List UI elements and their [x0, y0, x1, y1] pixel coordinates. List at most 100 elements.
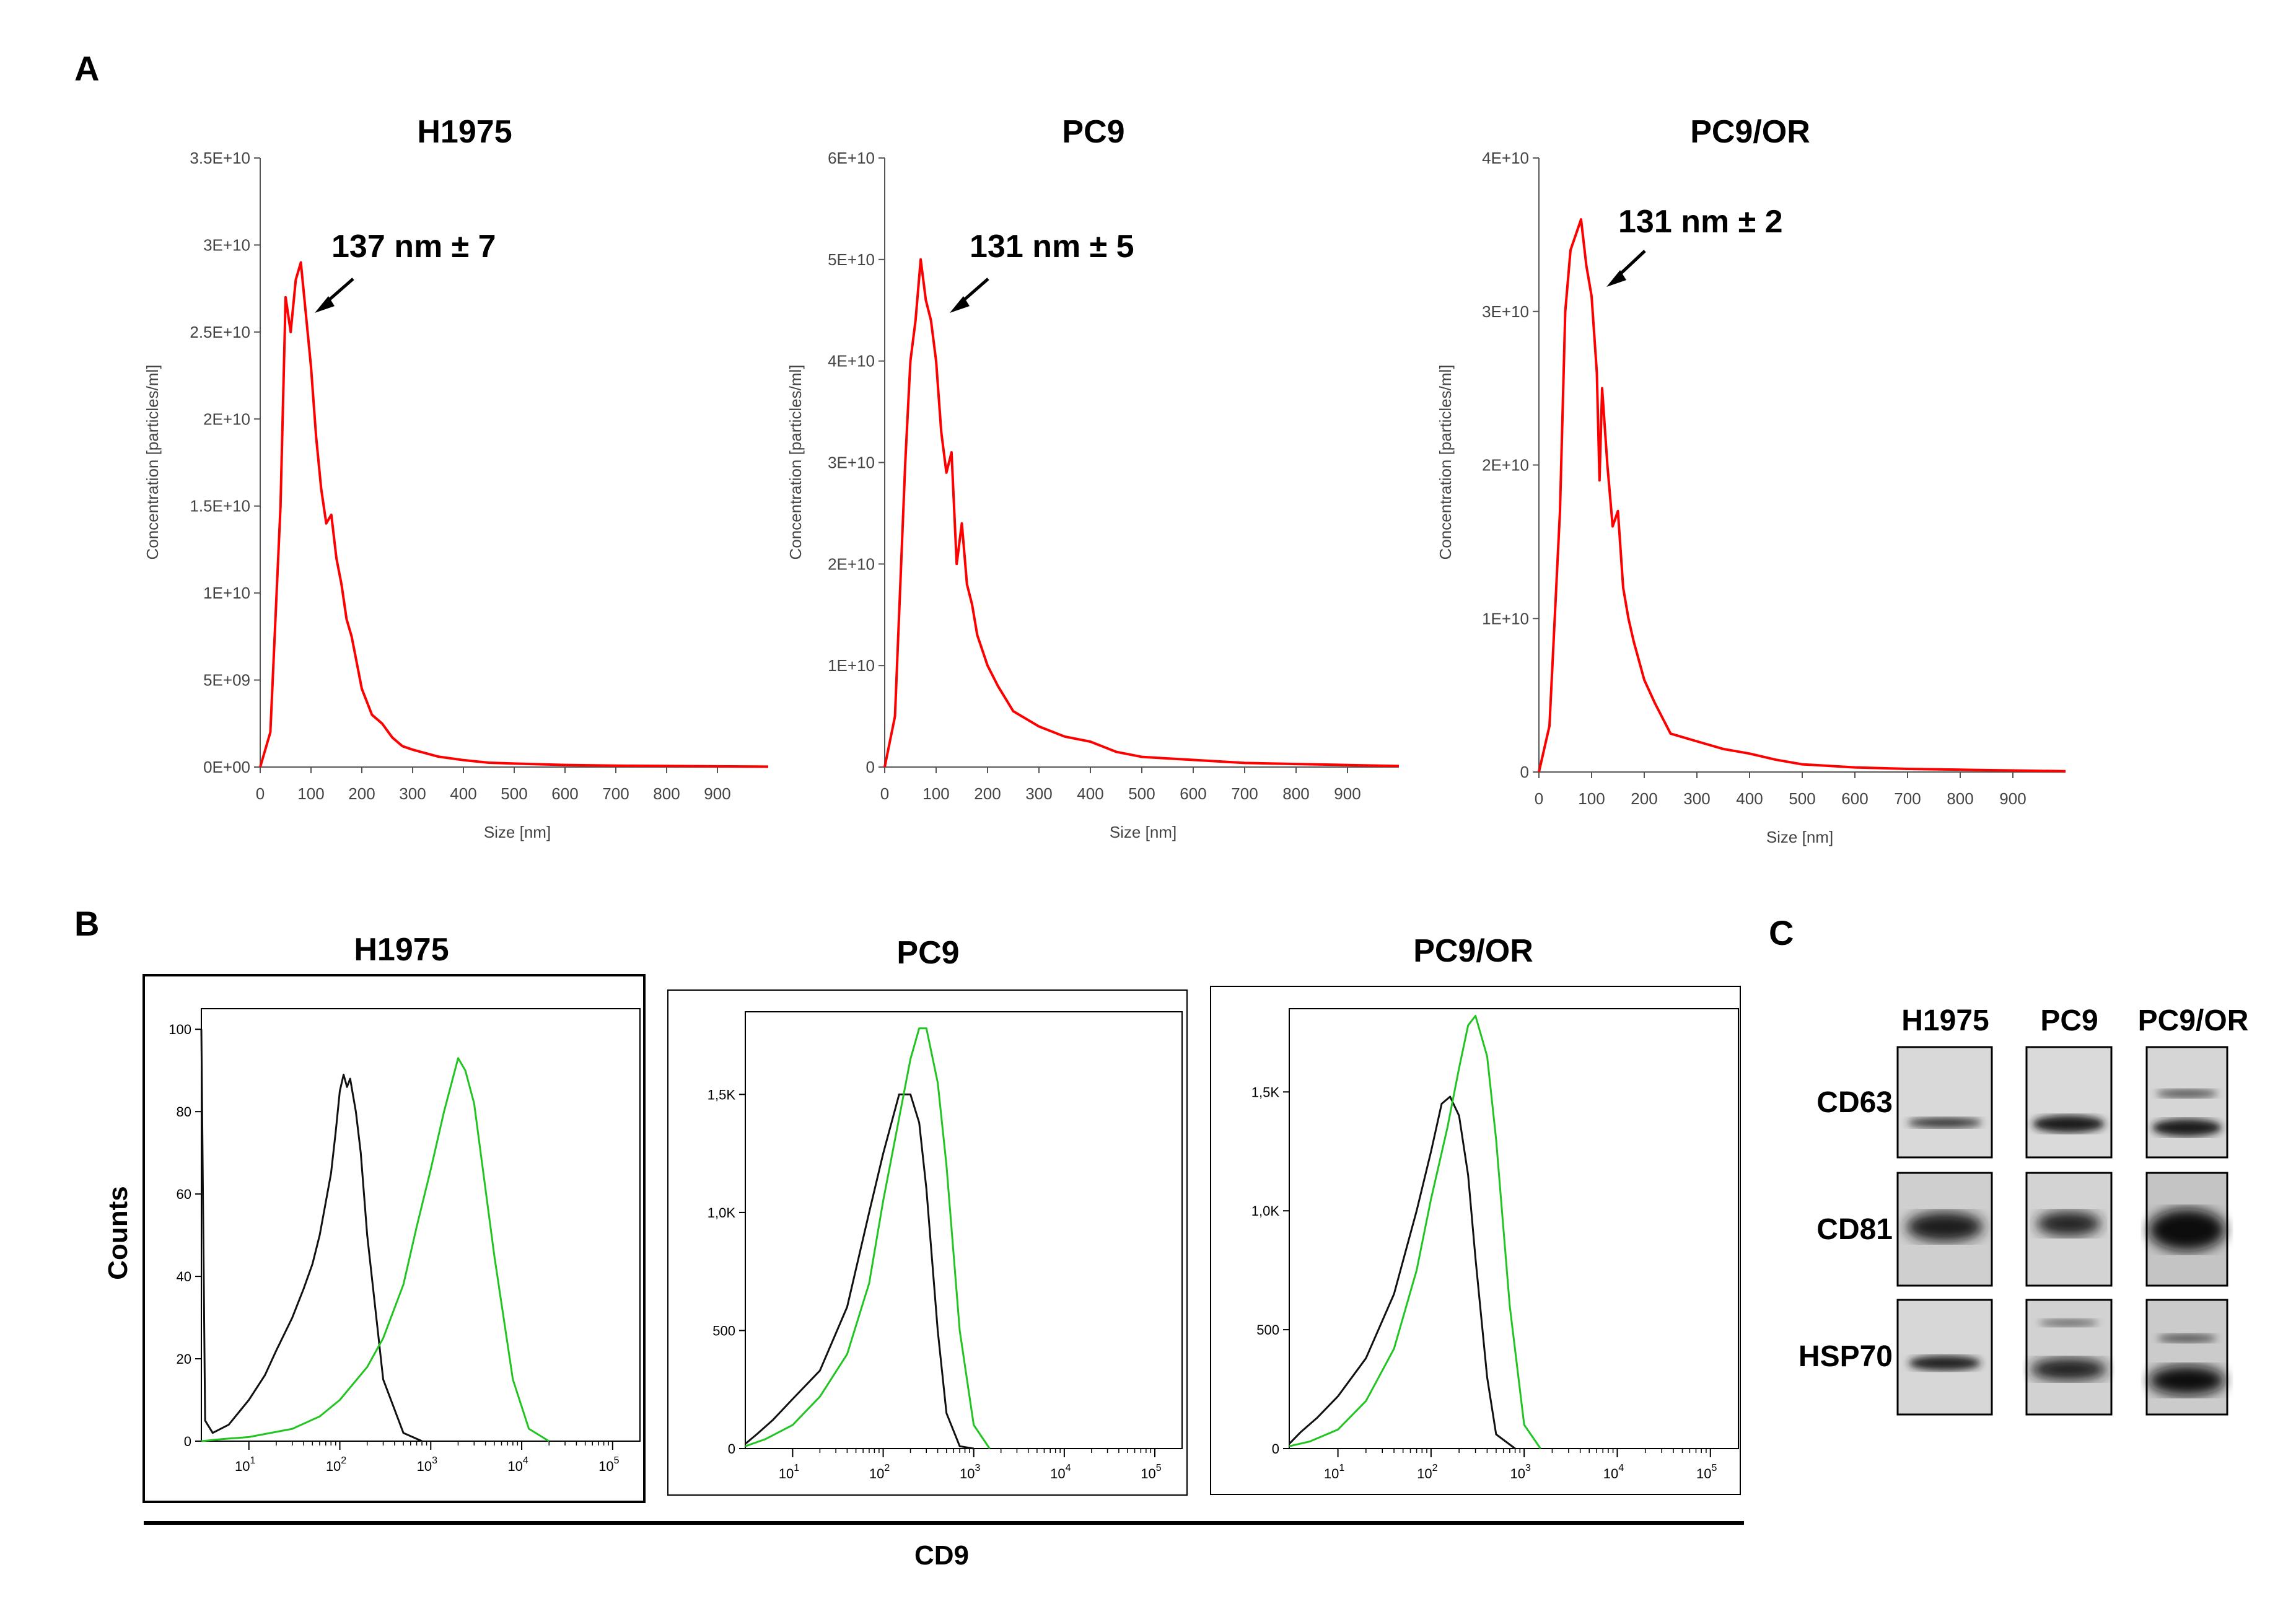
- y-tick-label: 2E+10: [828, 555, 875, 573]
- x-tick-label: 0: [256, 784, 265, 803]
- y-tick-label: 0: [1272, 1441, 1279, 1457]
- nta-chart-h1975: H1975 0 100 200 300 400 500 600 700 800 900 0E+00 5…: [143, 114, 769, 841]
- x-tick-label: 104: [1603, 1463, 1624, 1481]
- x-tick-label: 900: [1334, 784, 1361, 803]
- y-tick-label: 0: [866, 758, 875, 776]
- lane-label-pc9or: PC9/OR: [2138, 1004, 2249, 1037]
- y-tick-label: 1E+10: [203, 584, 250, 602]
- x-tick-label: 500: [1789, 789, 1815, 808]
- x-tick-label: 400: [450, 784, 476, 803]
- x-tick-label: 600: [551, 784, 578, 803]
- peak-annotation: 131 nm ± 5: [970, 229, 1134, 265]
- chart-title: H1975: [354, 932, 449, 968]
- peak-annotation: 131 nm ± 2: [1618, 204, 1783, 240]
- x-tick-label: 800: [1947, 789, 1973, 808]
- y-tick-label: 5E+10: [828, 250, 875, 269]
- x-tick-label: 102: [869, 1463, 890, 1481]
- y-tick-label: 100: [169, 1022, 191, 1037]
- histogram-frame: [142, 974, 646, 1503]
- chart-title: PC9: [896, 935, 959, 971]
- blot-cell-pc9-hsp70: [2025, 1299, 2113, 1416]
- y-tick-label: 0: [728, 1441, 735, 1457]
- y-tick-label: 1,5K: [1251, 1084, 1280, 1100]
- x-tick-label: 300: [1025, 784, 1052, 803]
- y-tick-label: 20: [177, 1351, 191, 1367]
- y-tick-label: 500: [712, 1323, 735, 1338]
- x-tick-label: 103: [417, 1455, 437, 1474]
- plot-area: [745, 1011, 1183, 1449]
- blot-cell-h1975-cd81: [1896, 1172, 1993, 1287]
- chart-title: H1975: [417, 114, 512, 150]
- y-tick-label: 6E+10: [828, 149, 875, 167]
- x-tick-label: 700: [602, 784, 629, 803]
- series-line-cd9: [201, 1057, 550, 1442]
- x-tick-label: 104: [507, 1455, 528, 1474]
- y-tick-label: 1,5K: [708, 1087, 736, 1102]
- y-tick-label: 3E+10: [828, 454, 875, 472]
- x-tick-label: 500: [501, 784, 527, 803]
- x-tick-label: 102: [326, 1455, 346, 1474]
- y-tick-label: 4E+10: [1482, 149, 1529, 167]
- nta-chart-pc9or: PC9/OR 0 100 200 300 400 500 600 700 800 900 0 1E+1…: [1436, 114, 2066, 846]
- x-tick-label: 500: [1128, 784, 1155, 803]
- y-axis-label: Concentration [particles/ml]: [143, 364, 162, 559]
- y-tick-label: 1,0K: [708, 1205, 736, 1221]
- blot-cell-h1975-cd63: [1896, 1046, 1993, 1159]
- blot-cell-pc9-cd63: [2025, 1046, 2113, 1159]
- y-tick-label: 500: [1256, 1322, 1279, 1338]
- x-tick-label: 700: [1894, 789, 1921, 808]
- annotation-arrow-head: [950, 296, 970, 313]
- x-tick-label: 103: [1510, 1463, 1530, 1481]
- y-tick-label: 5E+09: [203, 671, 250, 690]
- x-tick-label: 700: [1231, 784, 1258, 803]
- x-tick-label: 105: [1141, 1463, 1161, 1481]
- row-label-hsp70: HSP70: [1799, 1340, 1893, 1373]
- flow-x-axis-label: CD9: [914, 1540, 969, 1571]
- lane-label-h1975: H1975: [1901, 1004, 1989, 1037]
- x-tick-label: 900: [1999, 789, 2026, 808]
- x-tick-label: 101: [779, 1463, 799, 1481]
- x-tick-label: 200: [348, 784, 375, 803]
- x-tick-label: 300: [399, 784, 426, 803]
- y-axis-label: Concentration [particles/ml]: [1436, 364, 1455, 559]
- x-tick-label: 101: [1324, 1463, 1344, 1481]
- y-tick-label: 1,0K: [1251, 1203, 1280, 1219]
- flow-histogram-pc9or: PC9/OR 101 102 103 104 105 0 500 1,0K 1,5K: [1210, 933, 1741, 1495]
- x-tick-label: 105: [1696, 1463, 1717, 1481]
- panel-label-a: A: [74, 49, 99, 88]
- y-tick-label: 0E+00: [203, 758, 250, 776]
- series-line-cd9: [745, 1027, 991, 1449]
- x-tick-label: 400: [1736, 789, 1763, 808]
- panel-label-b: B: [74, 904, 99, 943]
- x-tick-label: 100: [297, 784, 324, 803]
- flow-histogram-pc9: PC9 101 102 103 104 105 0 500 1,0K 1,5K: [667, 935, 1188, 1496]
- series-line-cd9: [1289, 1015, 1541, 1449]
- histogram-frame: [667, 989, 1188, 1496]
- lane-label-pc9: PC9: [2040, 1004, 2098, 1037]
- x-tick-label: 102: [1417, 1463, 1437, 1481]
- x-tick-label: 200: [1631, 789, 1657, 808]
- flow-y-axis-label: Counts: [103, 1186, 133, 1280]
- x-tick-label: 104: [1050, 1463, 1071, 1481]
- y-tick-label: 4E+10: [828, 352, 875, 371]
- chart-title: PC9/OR: [1413, 933, 1533, 969]
- y-tick-label: 80: [177, 1104, 191, 1120]
- x-tick-label: 600: [1841, 789, 1868, 808]
- y-tick-label: 1E+10: [828, 656, 875, 675]
- x-tick-label: 800: [1282, 784, 1309, 803]
- row-label-cd81: CD81: [1816, 1213, 1893, 1246]
- y-tick-label: 2E+10: [1482, 456, 1529, 475]
- blot-cell-pc9-cd81: [2025, 1172, 2113, 1287]
- y-tick-label: 0: [1520, 763, 1529, 781]
- y-tick-label: 2.5E+10: [190, 323, 250, 341]
- chart-title: PC9/OR: [1690, 114, 1810, 150]
- series-line-pc9or: [1538, 218, 2066, 773]
- plot-area: [1289, 1008, 1739, 1449]
- chart-title: PC9: [1062, 114, 1124, 150]
- series-line-h1975: [259, 261, 769, 768]
- panel-label-c: C: [1769, 913, 1794, 952]
- x-tick-label: 600: [1180, 784, 1206, 803]
- x-tick-label: 800: [653, 784, 680, 803]
- x-tick-label: 900: [704, 784, 730, 803]
